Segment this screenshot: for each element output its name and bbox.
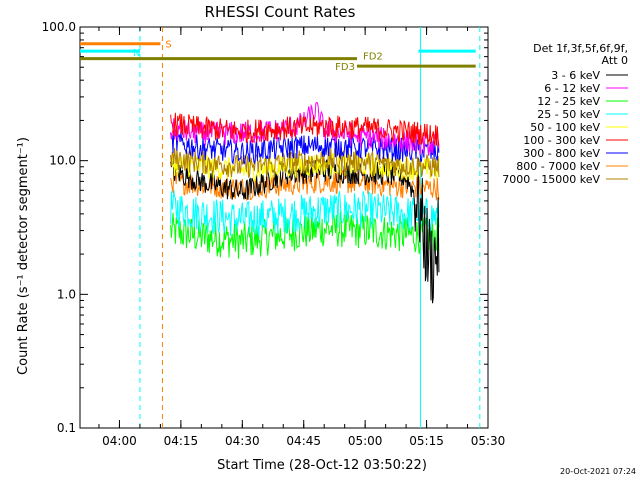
y-tick-label-3: 10.0 <box>49 154 76 168</box>
y-tick-label-1: 0.1 <box>57 421 76 435</box>
data-series <box>170 102 440 304</box>
flag-label-4: FD2 <box>363 52 383 63</box>
legend-label-8: 800 - 7000 keV <box>516 160 600 173</box>
y-tick-label-4: 100.0 <box>42 20 76 34</box>
chart-title: RHESSI Count Rates <box>205 3 356 21</box>
legend-label-7: 300 - 800 keV <box>523 147 600 160</box>
x-tick-label-1: 04:00 <box>102 434 137 448</box>
x-axis-label: Start Time (28-Oct-12 03:50:22) <box>217 458 427 473</box>
flag-label-5: FD3 <box>335 62 355 73</box>
x-tick-label-5: 05:00 <box>348 434 383 448</box>
x-tick-label-2: 04:15 <box>164 434 199 448</box>
series-line-7 <box>170 130 440 165</box>
legend-label-2: 6 - 12 keV <box>544 82 600 95</box>
legend-label-1: 3 - 6 keV <box>551 69 600 82</box>
flag-label-2: N <box>133 48 140 59</box>
x-tick-label-4: 04:45 <box>286 434 321 448</box>
legend-label-9: 7000 - 15000 keV <box>502 173 600 186</box>
y-axis-label: Count Rate (s⁻¹ detector segment⁻¹) <box>16 137 31 375</box>
legend-label-5: 50 - 100 keV <box>530 121 600 134</box>
legend-header-line-1: Det 1f,3f,5f,6f,9f, <box>533 42 628 55</box>
y-tick-label-2: 1.0 <box>57 287 76 301</box>
flag-label-1: S <box>165 40 171 51</box>
plot-frame <box>79 26 489 429</box>
axes: 0.1 1.0 10.0 100.0 04:00 04:15 04:30 04:45 05:00… <box>42 20 506 448</box>
legend-label-6: 100 - 300 keV <box>523 134 600 147</box>
flag-bars: SNNFD2FD3 <box>80 40 476 73</box>
series-line-4 <box>170 189 440 237</box>
legend-header-line-2: Att 0 <box>602 54 628 67</box>
legend-label-4: 25 - 50 keV <box>537 108 600 121</box>
plot-area <box>79 26 489 429</box>
x-tick-label-7: 05:30 <box>471 434 506 448</box>
series-line-6 <box>170 112 440 146</box>
x-tick-label-3: 04:30 <box>225 434 260 448</box>
x-tick-label-6: 05:15 <box>409 434 444 448</box>
legend-label-3: 12 - 25 keV <box>537 95 600 108</box>
generated-timestamp: 20-Oct-2021 07:24 <box>560 467 636 476</box>
